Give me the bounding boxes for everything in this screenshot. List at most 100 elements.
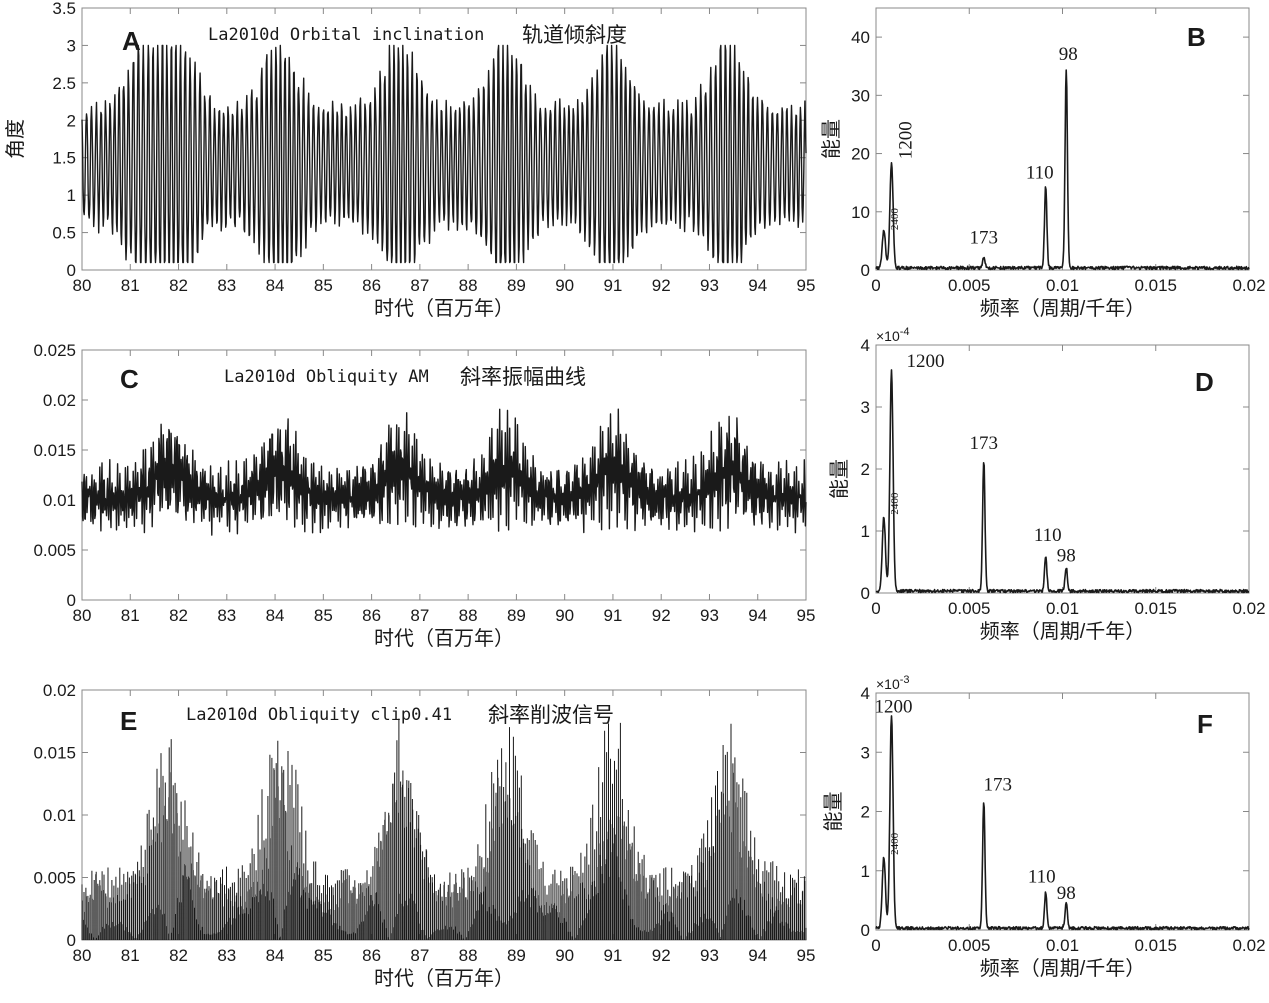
spectrum-line	[875, 69, 1250, 271]
y-exponent: ×10-3	[876, 674, 910, 692]
peak-label: 1200	[874, 697, 912, 718]
y-tick-label: 0.01	[43, 806, 76, 825]
y-tick-label: 3	[861, 743, 870, 762]
x-tick-label: 87	[410, 606, 429, 625]
x-tick-label: 80	[73, 606, 92, 625]
x-tick-label: 94	[748, 946, 767, 965]
y-tick-label: 0	[67, 261, 76, 280]
x-tick-label: 0.005	[948, 276, 991, 295]
x-tick-label: 80	[73, 276, 92, 295]
peak-label: 98	[1059, 44, 1078, 65]
x-tick-label: 91	[603, 276, 622, 295]
x-tick-label: 83	[217, 606, 236, 625]
peak-label: 98	[1057, 883, 1076, 904]
x-tick-label: 95	[797, 946, 816, 965]
y-tick-label: 0.01	[43, 491, 76, 510]
peak-label: 2400	[889, 832, 901, 855]
y-tick-label: 1.5	[52, 149, 76, 168]
x-tick-label: 94	[748, 606, 767, 625]
x-tick-label: 0	[871, 599, 880, 618]
peak-label: 110	[1028, 866, 1056, 887]
x-tick-label: 93	[700, 606, 719, 625]
x-tick-label: 0.005	[948, 599, 991, 618]
panel-letter: D	[1195, 367, 1214, 397]
y-exponent-base: ×10	[876, 328, 900, 344]
x-tick-label: 0.02	[1232, 599, 1265, 618]
x-tick-label: 92	[652, 276, 671, 295]
x-axis-label: 频率（周期/千年）	[980, 957, 1146, 980]
y-tick-label: 0	[67, 931, 76, 950]
peak-label: 98	[1057, 545, 1076, 566]
chart-title: La2010d Orbital inclination	[208, 25, 484, 45]
x-tick-label: 85	[314, 946, 333, 965]
panel-D: 0 0.005 0.01 0.015 0.02 0 1 2 3 4 频率（周期/千年） D ×10-4 能…	[828, 326, 1266, 643]
x-tick-label: 0.01	[1046, 276, 1079, 295]
y-tick-label: 4	[861, 336, 870, 355]
y-tick-label: 20	[851, 145, 870, 164]
x-axis-label: 频率（周期/千年）	[980, 620, 1146, 643]
x-axis-label: 时代（百万年）	[374, 967, 514, 990]
x-axis-label: 时代（百万年）	[374, 297, 514, 320]
y-tick-label: 2	[861, 460, 870, 479]
panel-letter: F	[1197, 709, 1213, 739]
x-tick-label: 81	[121, 606, 140, 625]
y-tick-label: 0.02	[43, 681, 76, 700]
x-tick-label: 86	[362, 606, 381, 625]
y-axis-label: 能量	[822, 792, 845, 832]
panel-A: 80 81 82 83 84 85 86 87 88 89 90 91 92 93 94 95 0 0.5 1 1.5…	[4, 0, 815, 320]
x-tick-label: 80	[73, 946, 92, 965]
panel-C: 80 81 82 83 84 85 86 87 88 89 90 91 92 93 94 95 0 0.005 0.…	[33, 341, 815, 650]
chart-title-cn: 斜率振幅曲线	[460, 366, 586, 389]
y-tick-label: 2	[67, 111, 76, 130]
x-tick-label: 86	[362, 276, 381, 295]
y-tick-label: 0.005	[33, 869, 76, 888]
peak-label: 1200	[895, 121, 916, 159]
x-tick-label: 84	[266, 606, 285, 625]
panel-letter: A	[122, 26, 141, 56]
x-tick-label: 93	[700, 946, 719, 965]
peak-label: 173	[970, 433, 999, 454]
series-line	[81, 44, 807, 264]
y-tick-label: 0	[861, 261, 870, 280]
y-tick-label: 0	[861, 921, 870, 940]
x-tick-label: 85	[314, 606, 333, 625]
y-tick-label: 3	[861, 398, 870, 417]
x-tick-label: 0	[871, 276, 880, 295]
y-tick-label: 0.005	[33, 541, 76, 560]
y-exponent-power: -4	[900, 326, 910, 338]
panel-letter: E	[120, 706, 137, 736]
x-tick-label: 0.015	[1134, 936, 1177, 955]
y-tick-label: 3.5	[52, 0, 76, 18]
x-tick-label: 95	[797, 606, 816, 625]
x-tick-label: 84	[266, 276, 285, 295]
y-tick-label: 1	[861, 522, 870, 541]
y-tick-label: 40	[851, 28, 870, 47]
x-tick-label: 0.02	[1232, 276, 1265, 295]
peak-label: 110	[1034, 525, 1062, 546]
series-line	[81, 408, 807, 536]
y-tick-label: 2	[861, 803, 870, 822]
x-tick-label: 0.015	[1134, 276, 1177, 295]
x-tick-label: 92	[652, 606, 671, 625]
y-axis-label: 能量	[828, 459, 851, 499]
y-tick-label: 10	[851, 203, 870, 222]
chart-title: La2010d Obliquity clip0.41	[186, 705, 452, 725]
peak-label: 173	[984, 775, 1013, 796]
x-tick-label: 86	[362, 946, 381, 965]
x-tick-label: 0.02	[1232, 936, 1265, 955]
x-tick-label: 95	[797, 276, 816, 295]
x-tick-label: 87	[410, 946, 429, 965]
y-tick-label: 0.02	[43, 391, 76, 410]
x-tick-label: 89	[507, 606, 526, 625]
x-tick-label: 84	[266, 946, 285, 965]
x-tick-label: 0.015	[1134, 599, 1177, 618]
y-tick-label: 1	[861, 862, 870, 881]
y-tick-label: 0	[861, 584, 870, 603]
x-tick-label: 81	[121, 946, 140, 965]
peak-label: 173	[970, 228, 999, 249]
y-tick-label: 30	[851, 86, 870, 105]
plot-frame	[81, 349, 807, 601]
y-axis-label: 角度	[4, 119, 27, 159]
peak-label: 110	[1026, 162, 1054, 183]
x-tick-label: 89	[507, 276, 526, 295]
